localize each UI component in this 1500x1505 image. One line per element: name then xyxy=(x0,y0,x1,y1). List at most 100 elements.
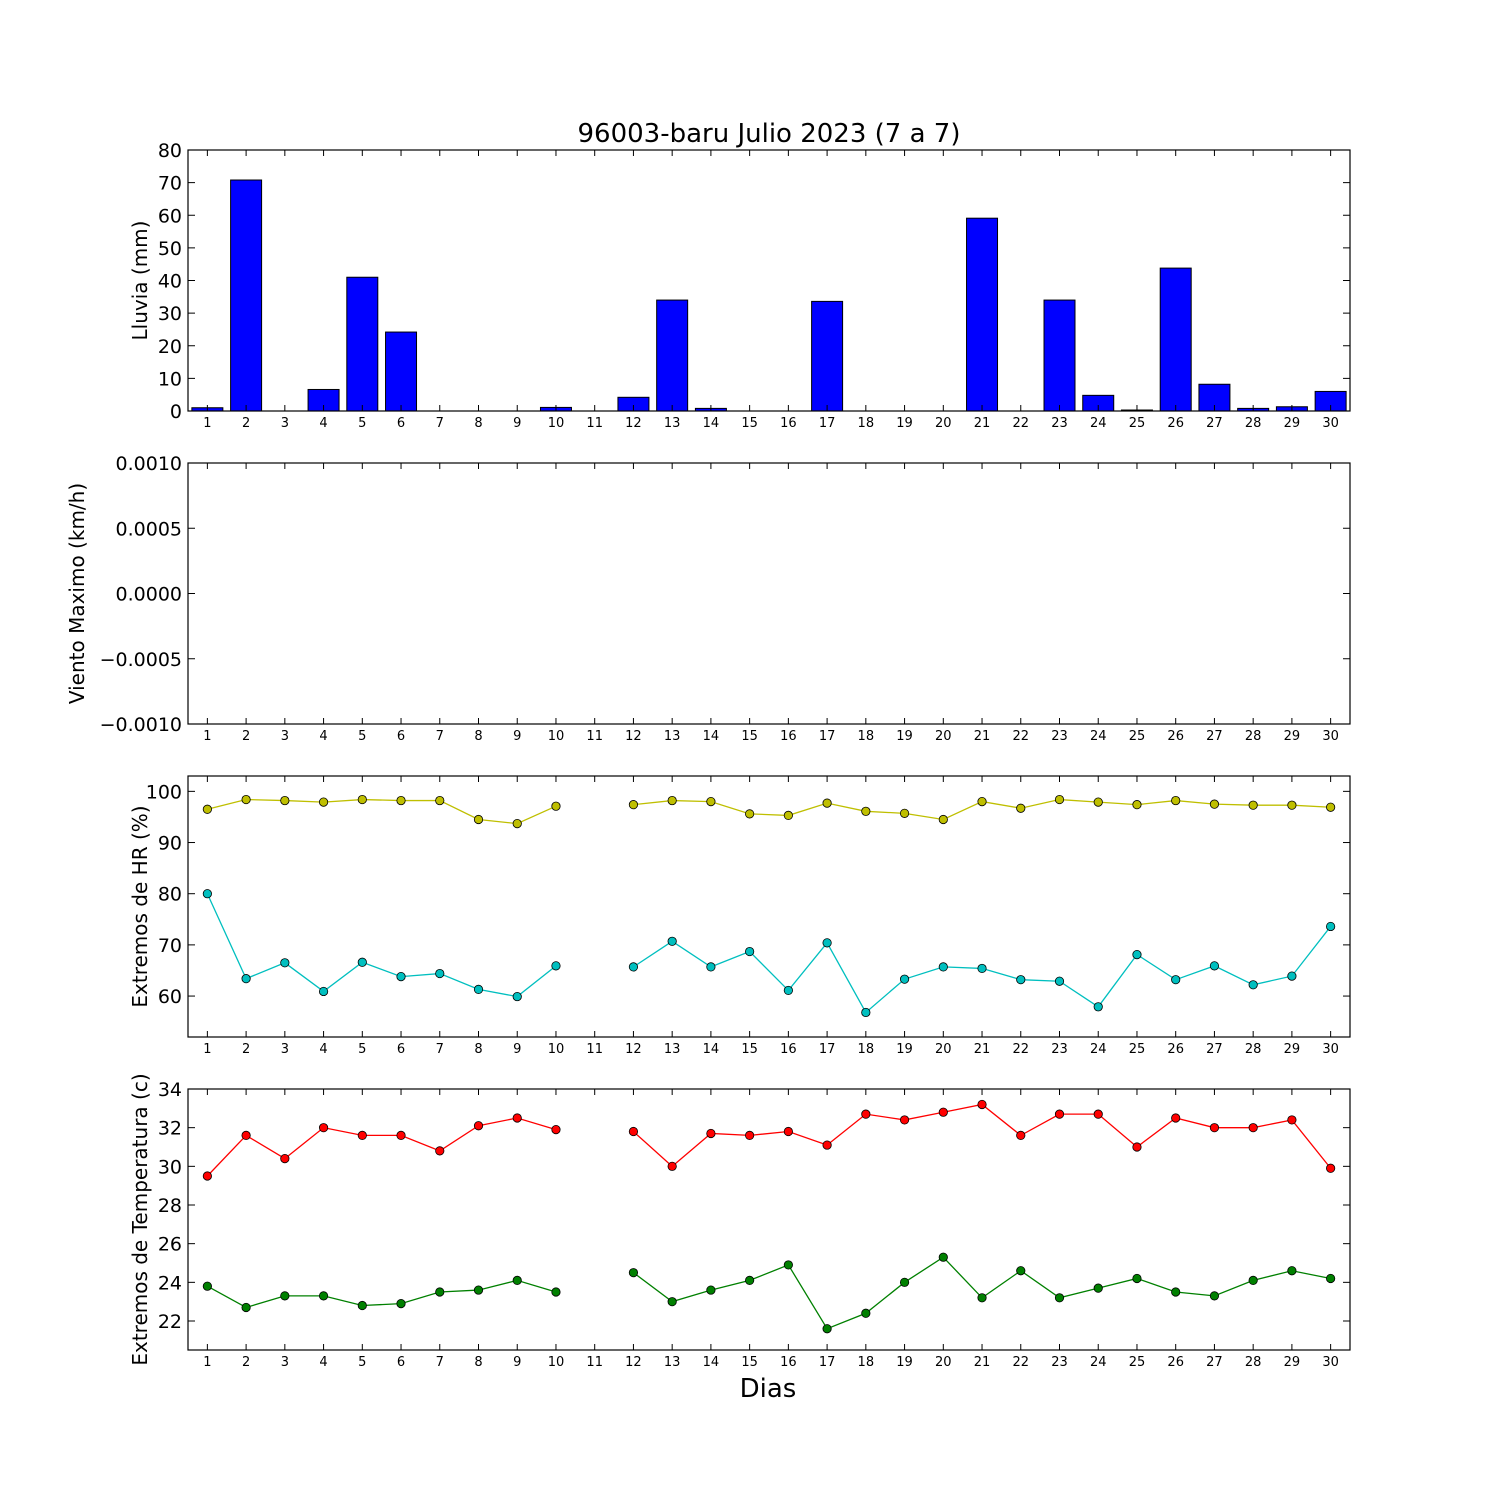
x-tick-label: 28 xyxy=(1245,1355,1262,1370)
y-tick-label: 70 xyxy=(158,935,182,957)
series-2-point-day-7 xyxy=(435,968,445,979)
series-2-point-day-27 xyxy=(1209,961,1220,971)
x-tick-label: 2 xyxy=(242,729,250,744)
x-tick-label: 22 xyxy=(1012,729,1029,744)
x-tick-label: 30 xyxy=(1322,416,1339,431)
y-tick-label: 0.0000 xyxy=(116,584,182,606)
series-1-point-day-24 xyxy=(1093,1109,1103,1119)
x-tick-label: 20 xyxy=(935,1042,952,1057)
series-2-point-day-15 xyxy=(745,946,755,957)
y-tick-label: 40 xyxy=(158,271,182,293)
x-tick-label: 27 xyxy=(1206,729,1223,744)
series-2-point-day-6 xyxy=(396,1299,406,1309)
y-tick-label: 22 xyxy=(158,1311,182,1333)
series-2-line xyxy=(206,893,1332,1014)
series-2-point-day-22 xyxy=(1016,975,1026,985)
series-2-point-day-25 xyxy=(1132,1273,1142,1284)
bar-day-13 xyxy=(656,299,689,412)
y-tick-label: 20 xyxy=(158,336,182,358)
x-tick-label: 29 xyxy=(1284,1355,1301,1370)
y-axis-label: Lluvia (mm) xyxy=(128,221,152,341)
x-tick-label: 8 xyxy=(474,416,482,431)
x-tick-label: 5 xyxy=(358,1355,366,1370)
series-2-point-day-2 xyxy=(241,1302,251,1313)
series-1-point-day-13 xyxy=(667,1161,677,1171)
x-tick-label: 11 xyxy=(586,1042,603,1057)
series-1-point-day-6 xyxy=(396,1130,406,1141)
series-2-point-day-24 xyxy=(1093,1002,1103,1012)
series-1-point-day-7 xyxy=(435,1146,445,1156)
x-tick-label: 28 xyxy=(1245,416,1262,431)
series-1-point-day-21 xyxy=(977,1099,987,1110)
series-2-point-day-17 xyxy=(822,938,832,948)
y-tick-label: 100 xyxy=(146,781,182,803)
series-2-point-day-13 xyxy=(667,936,677,946)
series-2-point-day-8 xyxy=(473,1285,484,1295)
y-tick-label: 80 xyxy=(158,140,182,162)
y-tick-label: 60 xyxy=(158,205,182,227)
series-2-point-day-10 xyxy=(551,1287,561,1297)
series-1-point-day-15 xyxy=(745,1130,755,1141)
series-2-point-day-5 xyxy=(357,957,367,967)
x-tick-label: 19 xyxy=(896,416,913,431)
y-tick-label: 0.0010 xyxy=(116,453,182,475)
x-tick-label: 18 xyxy=(858,729,875,744)
x-tick-label: 20 xyxy=(935,729,952,744)
x-tick-label: 19 xyxy=(896,1355,913,1370)
series-1-point-day-30 xyxy=(1326,1163,1336,1173)
series-2-point-day-16 xyxy=(783,985,793,996)
series-1-line xyxy=(207,798,1331,825)
bar-day-2 xyxy=(230,179,263,412)
series-2-point-day-9 xyxy=(512,991,522,1002)
series-2-point-day-5 xyxy=(357,1300,367,1311)
y-tick-label: 30 xyxy=(158,303,182,325)
x-tick-label: 9 xyxy=(513,1355,521,1370)
x-tick-label: 26 xyxy=(1167,1355,1184,1370)
x-tick-label: 13 xyxy=(664,1355,681,1370)
x-tick-label: 15 xyxy=(741,416,758,431)
series-2-point-day-26 xyxy=(1171,975,1181,985)
series-1-point-day-26 xyxy=(1171,795,1181,806)
series-1-point-day-1 xyxy=(202,1171,212,1181)
series-2-point-day-16 xyxy=(783,1260,793,1270)
series-1-point-day-29 xyxy=(1287,1115,1297,1125)
series-2-point-day-12 xyxy=(628,1268,639,1278)
x-tick-label: 2 xyxy=(242,1355,250,1370)
x-tick-label: 12 xyxy=(625,1042,642,1057)
series-1-point-day-28 xyxy=(1248,800,1258,810)
x-tick-label: 6 xyxy=(397,729,405,744)
series-2-point-day-1 xyxy=(202,1281,212,1291)
x-tick-label: 22 xyxy=(1012,1355,1029,1370)
series-1-point-day-17 xyxy=(822,1140,832,1150)
x-tick-label: 17 xyxy=(819,1355,836,1370)
series-1-point-day-23 xyxy=(1054,1109,1065,1119)
x-tick-label: 18 xyxy=(858,416,875,431)
x-tick-label: 3 xyxy=(281,416,289,431)
x-tick-label: 9 xyxy=(513,729,521,744)
x-axis-label: Dias xyxy=(740,1374,797,1404)
x-tick-label: 1 xyxy=(203,416,211,431)
x-tick-label: 10 xyxy=(548,729,565,744)
x-tick-label: 1 xyxy=(203,1355,211,1370)
series-1-point-day-30 xyxy=(1326,802,1336,812)
x-tick-label: 16 xyxy=(780,1042,797,1057)
series-1-point-day-2 xyxy=(241,1130,251,1141)
x-tick-label: 20 xyxy=(935,416,952,431)
y-tick-label: −0.0010 xyxy=(100,714,182,736)
x-tick-label: 12 xyxy=(625,416,642,431)
x-tick-label: 1 xyxy=(203,1042,211,1057)
series-1-point-day-10 xyxy=(551,1125,561,1135)
series-1-point-day-20 xyxy=(938,1107,948,1117)
x-tick-label: 9 xyxy=(513,416,521,431)
x-tick-label: 12 xyxy=(625,729,642,744)
bar-day-26 xyxy=(1159,267,1192,412)
series-1-point-day-25 xyxy=(1132,1142,1142,1152)
series-2-point-day-28 xyxy=(1248,1275,1258,1286)
series-2-point-day-23 xyxy=(1054,976,1065,986)
x-tick-label: 29 xyxy=(1284,729,1301,744)
x-tick-label: 25 xyxy=(1129,1042,1146,1057)
x-tick-label: 21 xyxy=(974,416,991,431)
